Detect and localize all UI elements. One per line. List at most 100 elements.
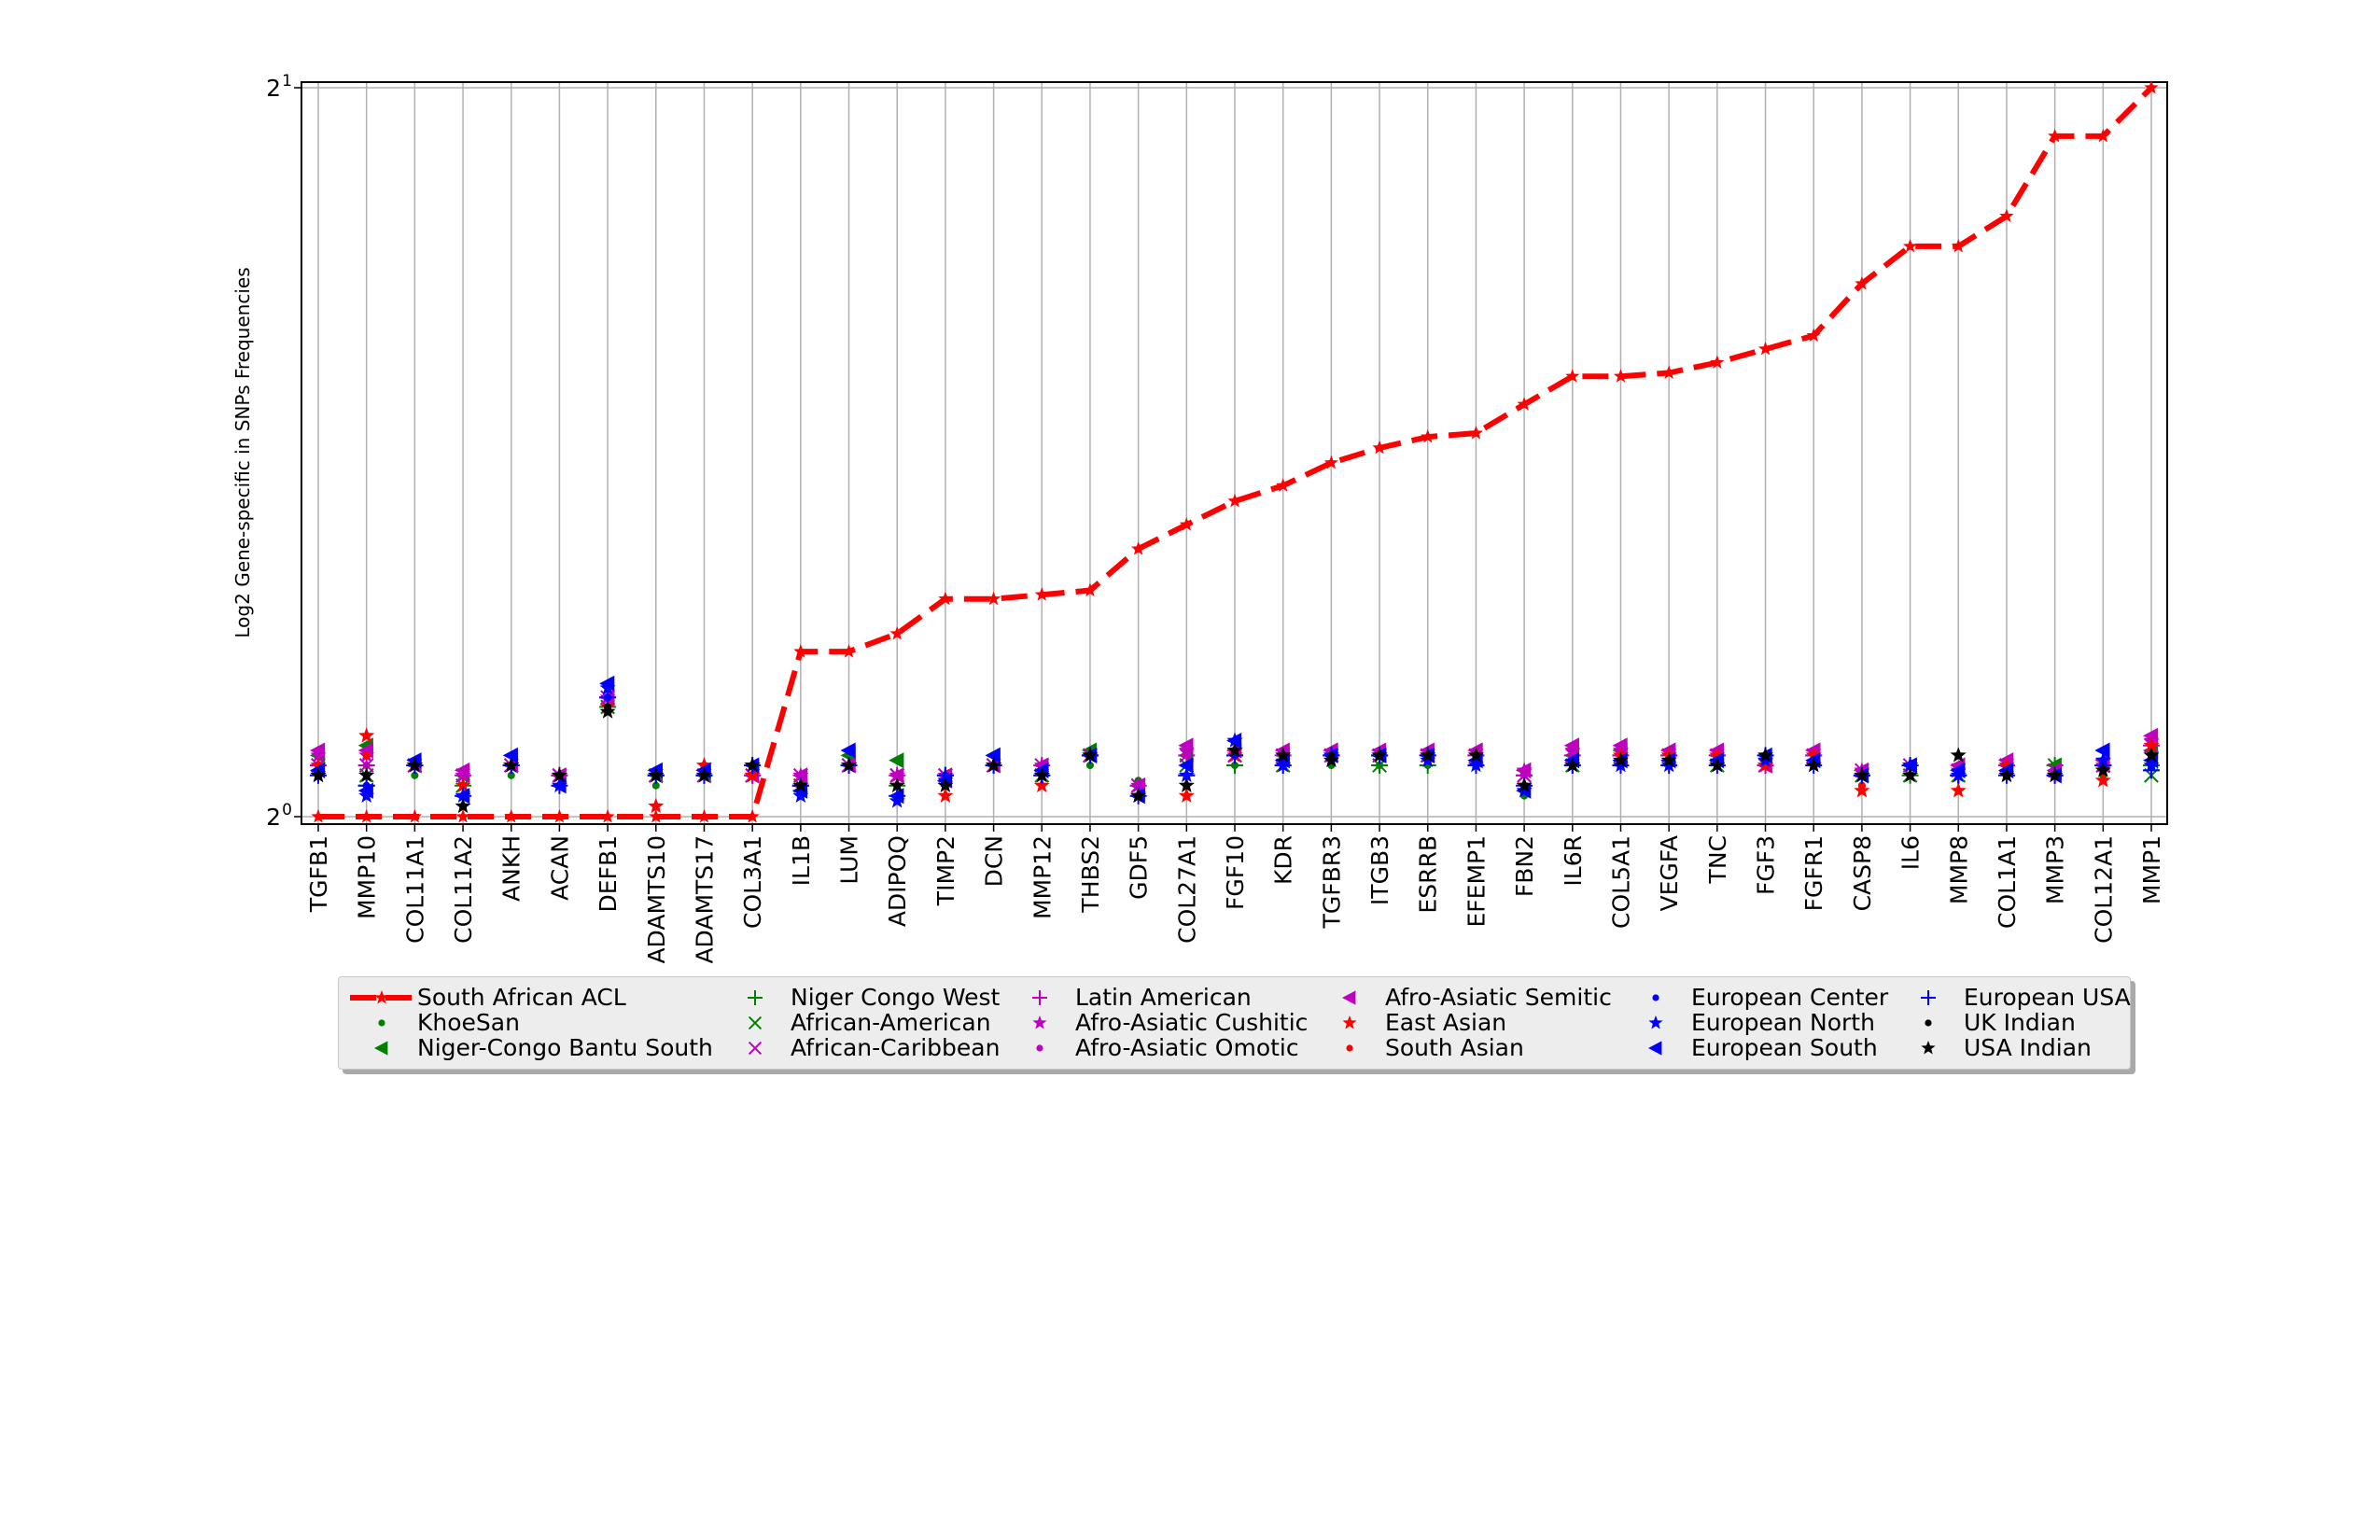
data-point: [459, 781, 468, 790]
legend-label: South African ACL: [417, 984, 626, 1011]
legend-marker-symbol: [748, 1041, 763, 1056]
data-point: [2094, 742, 2110, 759]
legend-marker: [1620, 985, 1691, 1010]
data-point: [411, 771, 419, 779]
data-point: [1517, 397, 1532, 411]
x-tick-label: ITGB3: [1366, 835, 1393, 905]
y-tick-label: 2: [266, 75, 281, 102]
data-point: [1854, 782, 1870, 798]
legend-marker-symbol: [1921, 990, 1936, 1005]
x-tick-label: VEGFA: [1656, 835, 1683, 911]
data-point: [1806, 328, 1821, 343]
data-point: [1612, 737, 1628, 754]
legend-label: USA Indian: [1964, 1034, 2092, 1061]
data-point: [1467, 757, 1485, 775]
data-point: [2143, 747, 2160, 763]
data-point: [1085, 761, 1094, 770]
legend-marker-symbol: [1652, 994, 1659, 1001]
data-point: [599, 689, 617, 707]
y-tick-exponent: 1: [282, 72, 292, 91]
x-tick-label: ADAMTS17: [691, 835, 718, 964]
x-tick-label: GDF5: [1126, 835, 1153, 900]
x-tick-label: TGFBR3: [1318, 835, 1345, 929]
data-point: [2095, 128, 2110, 143]
y-tick-label: 2: [266, 804, 281, 831]
data-point: [362, 751, 371, 760]
legend: South African ACL KhoeSan Niger-Congo Bant…: [338, 976, 2131, 1070]
data-point: [407, 809, 422, 823]
data-point: [1563, 737, 1579, 754]
data-point: [1033, 777, 1050, 792]
series-usa-indian: [310, 703, 2160, 814]
data-point: [1661, 365, 1676, 379]
data-point: [841, 644, 857, 658]
legend-item: East Asian: [1314, 1009, 1506, 1036]
legend-marker: [346, 1035, 417, 1060]
data-point: [791, 767, 808, 784]
legend-marker-symbol: [1342, 1015, 1357, 1029]
data-point: [507, 771, 515, 779]
data-point: [1516, 762, 1532, 778]
data-point: [455, 797, 471, 814]
data-point: [1757, 747, 1774, 763]
x-tick-label: COL11A2: [450, 835, 477, 944]
legend-item: UK Indian: [1893, 1009, 2076, 1036]
x-tick-label: ACAN: [546, 835, 573, 901]
legend-item: South African ACL: [346, 984, 626, 1011]
data-point: [359, 809, 374, 823]
x-tick-label: COL5A1: [1607, 835, 1634, 929]
data-point: [455, 809, 470, 823]
x-tick-label: KDR: [1270, 835, 1297, 885]
legend-marker: [1893, 1035, 1964, 1060]
x-tick-label: CASP8: [1849, 835, 1876, 911]
x-tick-label: MMP3: [2042, 835, 2069, 904]
legend-label: Latin American: [1075, 984, 1252, 1011]
y-axis-label: Log2 Gene-specific in SNPs Frequencies: [231, 267, 254, 637]
data-point: [937, 787, 954, 803]
data-point: [1951, 238, 1966, 253]
x-tick-label: MMP1: [2138, 835, 2165, 904]
data-point: [1323, 751, 1339, 767]
legend-marker: [1004, 985, 1075, 1010]
data-point: [1516, 777, 1533, 792]
data-point: [1034, 587, 1049, 601]
data-point: [358, 727, 375, 743]
legend-item: African-American: [720, 1009, 991, 1036]
data-point: [1178, 787, 1195, 803]
legend-label: UK Indian: [1964, 1009, 2076, 1036]
data-point: [1421, 429, 1435, 443]
legend-item: Afro-Asiatic Cushitic: [1004, 1009, 1308, 1036]
legend-marker: [1314, 1010, 1385, 1035]
legend-marker: [1893, 985, 1964, 1010]
data-point: [1082, 747, 1099, 763]
data-point: [1710, 355, 1725, 369]
data-point: [1323, 455, 1338, 469]
legend-marker: [720, 1035, 791, 1060]
x-tick-label: TGFB1: [305, 835, 332, 913]
data-point: [889, 767, 904, 784]
grid-layer: [301, 82, 2167, 824]
data-point: [840, 742, 856, 759]
legend-marker: [1314, 1035, 1385, 1060]
legend-marker: [346, 1010, 417, 1035]
data-point: [1857, 781, 1866, 790]
legend-label: European North: [1691, 1009, 1875, 1036]
legend-item: African-Caribbean: [720, 1034, 1000, 1061]
data-point: [599, 675, 615, 692]
x-tick-label: IL1B: [788, 835, 815, 886]
data-point: [1083, 582, 1098, 597]
data-point: [2048, 128, 2063, 143]
x-tick-label: ESRRB: [1415, 835, 1442, 914]
legend-marker: [1620, 1035, 1691, 1060]
legend-label: South Asian: [1385, 1034, 1524, 1061]
legend-item: Niger Congo West: [720, 984, 1000, 1011]
data-point: [744, 757, 761, 773]
data-point: [551, 766, 567, 783]
legend-item: European USA: [1893, 984, 2131, 1011]
data-point: [1855, 275, 1869, 290]
x-tick-label: DEFB1: [595, 835, 622, 912]
legend-marker: [346, 985, 417, 1010]
data-point: [1227, 493, 1242, 508]
series-line-south-african-acl: [318, 85, 2154, 819]
